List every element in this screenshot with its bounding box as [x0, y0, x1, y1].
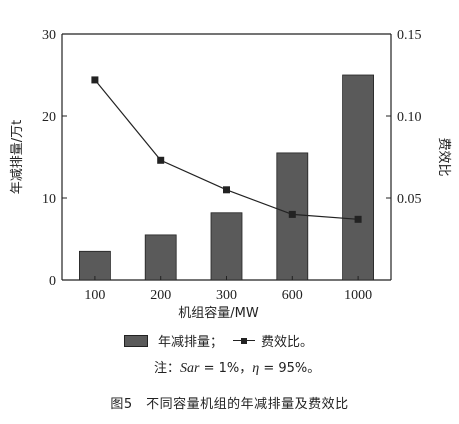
right-axis-title: 费效比: [436, 137, 451, 176]
left-tick-label: 10: [42, 192, 56, 207]
x-axis-title: 机组容量/MW: [178, 305, 259, 321]
note-eta-symbol: η: [252, 361, 260, 376]
legend-line-label: 费效比。: [261, 335, 314, 350]
chart: 0 10 20 30 0.05 0.10 0.15 100 200 300 600 1000 机组容量/…: [10, 28, 451, 321]
x-tick-label: 100: [84, 288, 105, 303]
right-tick-label: 0.15: [397, 28, 422, 43]
right-tick-label: 0.05: [397, 192, 422, 207]
left-axis-title: 年减排量/万t: [10, 120, 25, 194]
note-sar-value: = 1%，: [199, 361, 253, 376]
note-prefix: 注：: [154, 361, 181, 376]
x-tick-label: 1000: [344, 288, 372, 303]
bar: [210, 212, 243, 281]
legend-bar-swatch: [124, 334, 148, 347]
line-marker: [223, 186, 230, 194]
note-eta-value: = 95%。: [259, 361, 321, 376]
x-tick-label: 200: [150, 288, 171, 303]
bar: [342, 74, 375, 281]
bar: [144, 234, 177, 281]
line-marker: [354, 215, 362, 223]
left-tick-label: 30: [42, 28, 56, 43]
series-line-fee-ratio: [94, 79, 359, 220]
x-tick-label: 600: [282, 288, 303, 303]
figure-caption: 图5 不同容量机组的年减排量及费效比: [110, 397, 349, 412]
right-tick-label: 0.10: [397, 110, 422, 125]
legend-bar-label: 年减排量；: [158, 335, 224, 350]
note-sar-symbol: Sar: [180, 361, 200, 376]
note: 注：Sar = 1%，η = 95%。: [154, 357, 320, 377]
line-marker: [91, 76, 99, 84]
bar: [79, 250, 111, 281]
legend-line-swatch: [233, 337, 256, 344]
line-marker: [288, 210, 296, 218]
left-tick-label: 20: [42, 110, 56, 125]
legend: 年减排量； 费效比。: [124, 331, 313, 350]
left-tick-label: 0: [49, 274, 56, 289]
x-tick-label: 300: [216, 288, 237, 303]
line-marker: [157, 156, 165, 164]
